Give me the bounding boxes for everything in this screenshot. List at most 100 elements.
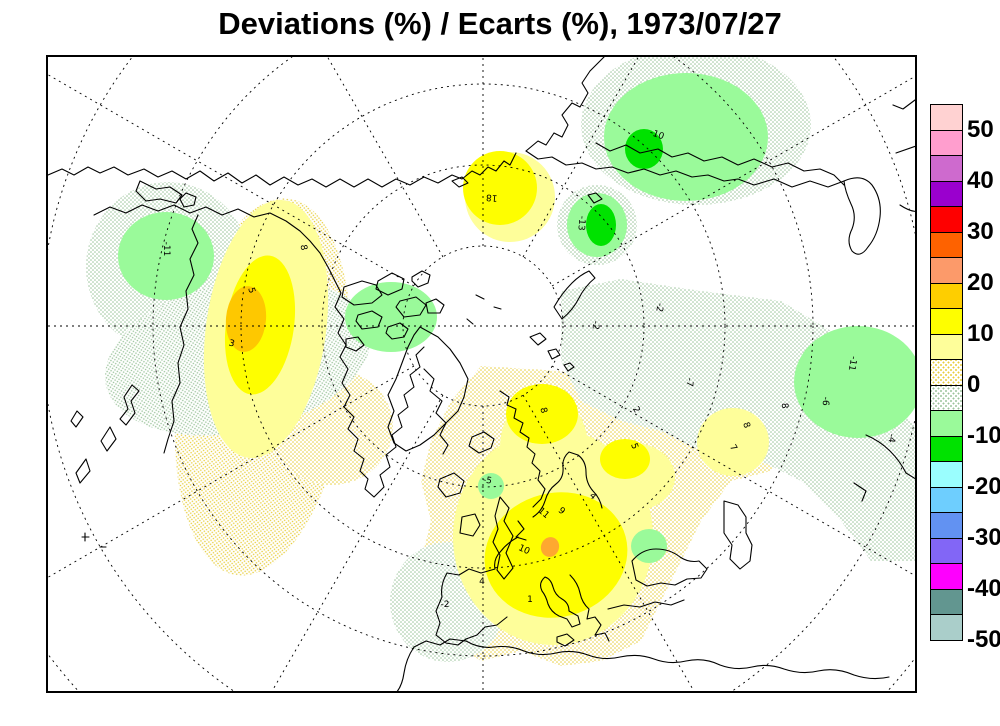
coast-morocco (396, 646, 415, 691)
coast-right-edge-bits (892, 99, 915, 212)
colorbar-tick-label: -20 (967, 472, 1000, 500)
coast-kamchatka (843, 177, 881, 255)
coast-british-isles (459, 496, 514, 580)
region-siberia-green (604, 73, 768, 201)
colorbar-cell (930, 588, 963, 615)
station-value-label: 1 (527, 595, 533, 605)
colorbar-tick-label: -30 (967, 523, 1000, 551)
station-value-label: 8 (779, 403, 789, 410)
coast-hudson-bay (333, 278, 425, 498)
station-value-label: -4 (886, 433, 897, 443)
colorbar-labels: 50 40 30 20 10 0 -10 -20 -30 -40 -50 (967, 0, 1000, 726)
coast-central-asia (853, 434, 915, 502)
coast-newfoundland (437, 472, 465, 498)
colorbar-tick-label: 20 (967, 268, 994, 296)
gold-regions (225, 286, 560, 557)
colorbar-cell (930, 282, 963, 309)
colorbar-cell (930, 129, 963, 156)
colorbar-cell (930, 257, 963, 284)
colorbar-tick-label: 10 (967, 319, 994, 347)
colorbar-cell (930, 231, 963, 258)
coast-italy (539, 576, 581, 647)
region-eastspot-yellow (600, 439, 650, 479)
coast-atlantic-islets (81, 532, 107, 548)
station-value-label: -7 (684, 377, 695, 387)
coast-gulf-of-alaska (48, 152, 517, 188)
colorbar-tick-label: -40 (967, 574, 1000, 602)
coast-iberia (435, 536, 519, 646)
coast-north-africa (413, 638, 890, 680)
colorbar-tick-label: 30 (967, 217, 994, 245)
region-cdn-arctic-green (345, 282, 437, 352)
colorbar-cell (930, 155, 963, 182)
station-value-label: -11 (161, 242, 171, 257)
colorbar-cell (930, 435, 963, 462)
coast-anadyr (525, 150, 845, 188)
coast-chukotka (525, 57, 605, 152)
coast-novaya-zemlya (553, 270, 596, 320)
region-norway-green-spot (478, 473, 504, 499)
coast-kodiak-island (179, 192, 197, 208)
coast-norway (499, 390, 546, 508)
station-value-label: 2 (630, 405, 642, 415)
coast-severnaya-zemlya (587, 192, 603, 204)
coast-na-west (163, 214, 199, 454)
colorbar-cell (930, 359, 963, 386)
station-value-label: 4 (479, 577, 485, 587)
pale-green-regions (118, 73, 915, 563)
region-europe-gold-spot (540, 537, 560, 557)
map-frame: -11 8 5 3 18 -13 -10 -2 -2 -7 2 -11 -6 8 8 7 -4 8 5 -5 4 11 9 1… (46, 55, 917, 693)
station-value-label: -5 (482, 475, 493, 486)
region-westasia-lightyellow (697, 408, 769, 476)
coast-siberia-north (595, 142, 845, 186)
region-central-asia-green (794, 326, 915, 438)
region-canada-gold (225, 286, 267, 352)
colorbar-cell (930, 384, 963, 411)
coastlines (48, 57, 915, 691)
coast-balkans (569, 574, 610, 642)
coast-polar-islets (466, 294, 502, 325)
colorbar-cell (930, 563, 963, 590)
station-value-label: -6 (820, 396, 831, 406)
coast-svalbard (529, 332, 575, 372)
station-value-label: -2 (590, 320, 601, 330)
station-value-label: -11 (846, 355, 858, 371)
region-taymyr-green-core (586, 204, 616, 246)
colorbar-cell (930, 410, 963, 437)
colorbar-cell (930, 486, 963, 513)
graticule (48, 57, 915, 691)
colorbar-tick-label: 50 (967, 115, 994, 143)
region-siberia-green-core (625, 129, 663, 169)
colorbar-cell (930, 206, 963, 233)
station-value-label: 8 (298, 244, 309, 252)
coast-na-north (93, 204, 335, 280)
coast-pacific-islands (70, 384, 140, 484)
colorbar (930, 104, 963, 641)
colorbar-cell (930, 104, 963, 131)
colorbar-cell (930, 180, 963, 207)
coast-anatolia (607, 599, 685, 610)
station-value-label: 5 (245, 286, 256, 294)
colorbar-tick-label: 0 (967, 370, 981, 398)
colorbar-tick-label: -50 (967, 625, 1000, 653)
station-value-label: -10 (648, 128, 665, 143)
station-value-label: 7 (727, 443, 739, 453)
station-value-label: 5 (628, 442, 639, 451)
coast-labrador (423, 368, 449, 455)
station-value-label: 8 (740, 421, 751, 430)
colorbar-cell (930, 333, 963, 360)
station-value-label: 18 (485, 191, 498, 202)
colorbar-cell (930, 512, 963, 539)
colorbar-tick-label: -10 (967, 421, 1000, 449)
station-value-label: 4 (587, 491, 598, 502)
colorbar-cell (930, 537, 963, 564)
station-value-label: -2 (441, 600, 450, 610)
coast-black-sea (631, 548, 708, 587)
region-arctic-disc-yellow (463, 151, 537, 225)
colorbar-tick-label: 40 (967, 166, 994, 194)
region-blacksea-green-spot (631, 529, 667, 563)
station-value-label: -2 (653, 302, 664, 313)
coast-alaska-peninsula (135, 180, 183, 204)
